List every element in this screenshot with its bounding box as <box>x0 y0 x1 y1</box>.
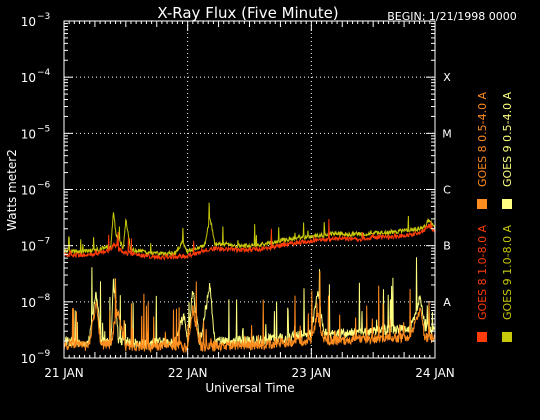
x-tick-label: 24 JAN <box>415 366 455 380</box>
x-axis-label: Universal Time <box>205 381 294 395</box>
y-tick-exponent: −5 <box>37 124 50 134</box>
legend-swatch-3 <box>502 199 512 209</box>
legend-swatch-1 <box>477 199 487 209</box>
flare-class-label-a: A <box>443 296 451 309</box>
legend-label-1: GOES 8 0.5-4.0 A <box>476 91 489 187</box>
series-line-1 <box>63 271 436 354</box>
legend-label-0: GOES 8 1.0-8.0 A <box>476 224 489 320</box>
flare-class-label-b: B <box>443 240 451 253</box>
legend-label-2: GOES 9 1.0-8.0 A <box>501 224 514 320</box>
y-tick-exponent: −7 <box>37 237 50 247</box>
chart-title: X-Ray Flux (Five Minute) <box>157 4 338 22</box>
y-tick-exponent: −4 <box>37 68 51 78</box>
flare-class-label-m: M <box>442 127 452 140</box>
legend-label-3: GOES 9 0.5-4.0 A <box>501 91 514 187</box>
y-tick-label: 10 <box>21 15 36 29</box>
y-tick-exponent: −6 <box>37 181 51 191</box>
begin-date-label: BEGIN: 1/21/1998 0000 <box>387 10 517 23</box>
series-line-3 <box>63 257 436 350</box>
y-tick-label: 10 <box>21 71 36 85</box>
flare-class-label-c: C <box>443 184 451 197</box>
x-tick-label: 21 JAN <box>44 366 84 380</box>
y-tick-label: 10 <box>21 184 36 198</box>
y-tick-label: 10 <box>21 296 36 310</box>
y-tick-label: 10 <box>21 127 36 141</box>
flare-class-label-x: X <box>443 71 451 84</box>
y-tick-label: 10 <box>21 240 36 254</box>
legend: GOES 8 1.0-8.0 A GOES 8 0.5-4.0 A GOES 9 1… <box>476 91 514 342</box>
x-tick-label: 22 JAN <box>168 366 208 380</box>
y-tick-exponent: −3 <box>37 12 50 22</box>
y-axis-label: Watts meter2 <box>5 149 19 231</box>
legend-swatch-2 <box>502 332 512 342</box>
y-tick-label: 10 <box>21 352 36 366</box>
y-tick-exponent: −8 <box>37 293 51 303</box>
y-tick-exponent: −9 <box>37 349 51 359</box>
data-series-group <box>63 202 436 354</box>
x-tick-label: 23 JAN <box>292 366 332 380</box>
series-line-0 <box>63 219 436 261</box>
legend-swatch-0 <box>477 332 487 342</box>
